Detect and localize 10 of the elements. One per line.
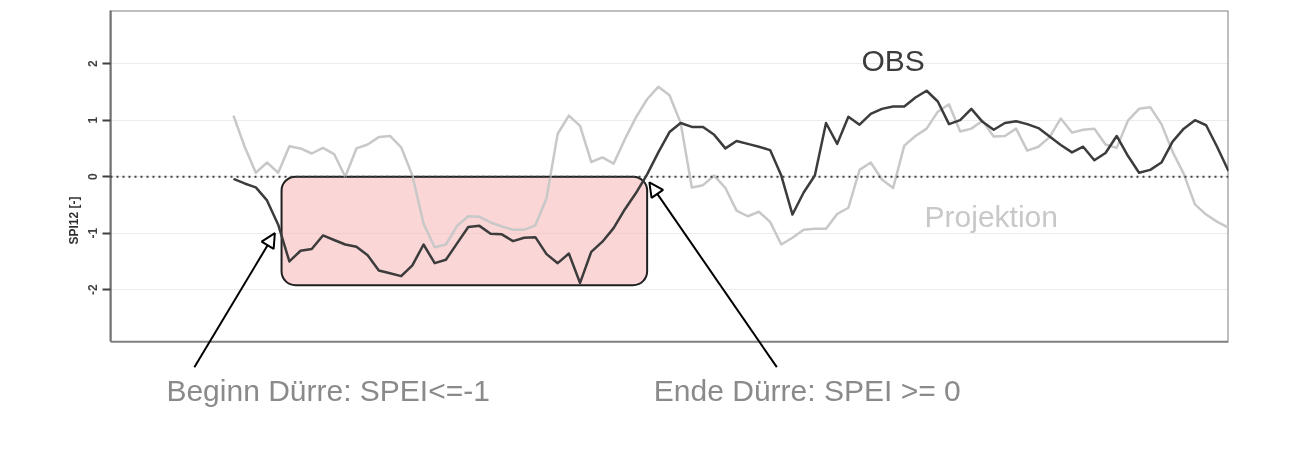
y-tick-label: -2 (86, 284, 101, 296)
y-tick-label: 1 (86, 116, 101, 124)
y-tick-label: 2 (86, 59, 101, 67)
y-axis-title: SPI12 [-] (66, 196, 81, 245)
y-tick-label: -1 (86, 227, 101, 239)
text: Ende Dürre: SPEI >= 0 (653, 373, 961, 407)
series-label: OBS (861, 43, 925, 77)
line-series (232, 85, 1229, 249)
text: Beginn Dürre: SPEI<=-1 (166, 373, 490, 407)
y-tick-label: 0 (86, 173, 101, 181)
